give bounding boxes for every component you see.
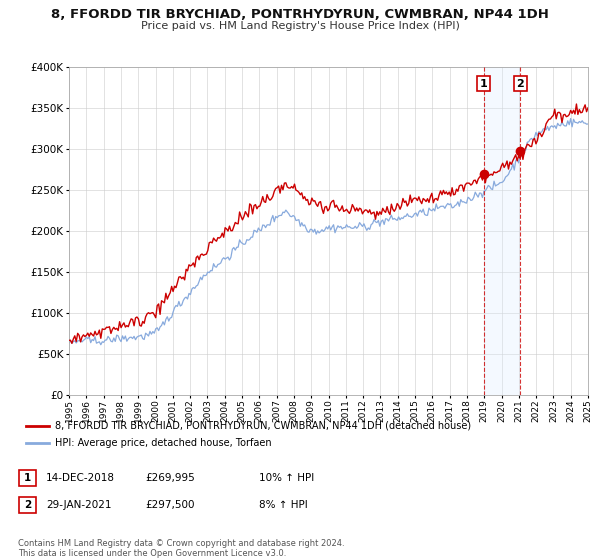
- Text: £269,995: £269,995: [145, 473, 195, 483]
- Text: This data is licensed under the Open Government Licence v3.0.: This data is licensed under the Open Gov…: [18, 549, 286, 558]
- Text: 29-JAN-2021: 29-JAN-2021: [46, 500, 112, 510]
- Text: HPI: Average price, detached house, Torfaen: HPI: Average price, detached house, Torf…: [55, 438, 271, 449]
- Text: Contains HM Land Registry data © Crown copyright and database right 2024.: Contains HM Land Registry data © Crown c…: [18, 539, 344, 548]
- Bar: [484, 67, 520, 395]
- Text: 8, FFORDD TIR BRYCHIAD, PONTRHYDYRUN, CWMBRAN, NP44 1DH: 8, FFORDD TIR BRYCHIAD, PONTRHYDYRUN, CW…: [51, 8, 549, 21]
- Text: 1: 1: [479, 78, 487, 88]
- Text: 14-DEC-2018: 14-DEC-2018: [46, 473, 115, 483]
- Text: 1: 1: [24, 473, 31, 483]
- Text: £297,500: £297,500: [145, 500, 194, 510]
- Text: 2: 2: [517, 78, 524, 88]
- Text: 10% ↑ HPI: 10% ↑ HPI: [259, 473, 314, 483]
- Text: 8% ↑ HPI: 8% ↑ HPI: [259, 500, 308, 510]
- Text: Price paid vs. HM Land Registry's House Price Index (HPI): Price paid vs. HM Land Registry's House …: [140, 21, 460, 31]
- Text: 8, FFORDD TIR BRYCHIAD, PONTRHYDYRUN, CWMBRAN, NP44 1DH (detached house): 8, FFORDD TIR BRYCHIAD, PONTRHYDYRUN, CW…: [55, 421, 471, 431]
- Text: 2: 2: [24, 500, 31, 510]
